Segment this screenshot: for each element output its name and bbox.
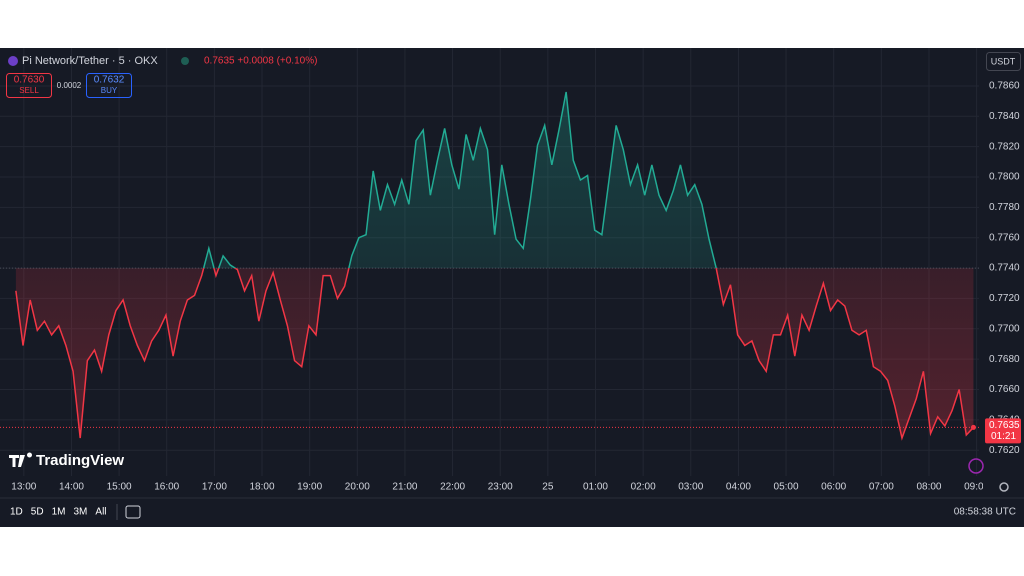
area-below xyxy=(15,268,974,439)
countdown: 01:21 xyxy=(991,431,1016,442)
last-point xyxy=(970,424,976,430)
range-button[interactable]: All xyxy=(95,507,106,518)
x-tick-label: 20:00 xyxy=(345,482,370,493)
spread: 0.0002 xyxy=(57,81,82,90)
x-tick-label: 17:00 xyxy=(202,482,227,493)
y-tick-label: 0.7620 xyxy=(989,445,1020,456)
sell-price: 0.7630 xyxy=(14,75,45,86)
market-status xyxy=(181,57,189,65)
sell-button[interactable] xyxy=(6,73,52,98)
y-tick-label: 0.7680 xyxy=(989,354,1020,365)
x-tick-label: 05:00 xyxy=(774,482,799,493)
y-tick-label: 0.7760 xyxy=(989,232,1020,243)
x-tick-label: 04:00 xyxy=(726,482,751,493)
logo: TradingView xyxy=(36,452,124,469)
y-tick-label: 0.7700 xyxy=(989,323,1020,334)
x-tick-label: 03:00 xyxy=(678,482,703,493)
x-tick-label: 09:00 xyxy=(964,482,989,493)
quote: 0.7635 +0.0008 (+0.10%) xyxy=(204,56,317,67)
symbol-icon xyxy=(8,56,18,66)
range-button[interactable]: 3M xyxy=(74,507,88,518)
range-button[interactable]: 1M xyxy=(52,507,66,518)
x-tick-label: 19:00 xyxy=(297,482,322,493)
x-tick-label: 22:00 xyxy=(440,482,465,493)
y-tick-label: 0.7820 xyxy=(989,141,1020,152)
buy-label: BUY xyxy=(101,86,118,95)
line-below xyxy=(15,268,974,441)
x-tick-label: 18:00 xyxy=(250,482,275,493)
y-tick-label: 0.7720 xyxy=(989,293,1020,304)
x-tick-label: 08:00 xyxy=(916,482,941,493)
currency: USDT xyxy=(991,56,1016,66)
y-tick-label: 0.7860 xyxy=(989,81,1020,92)
range-button[interactable]: 1D xyxy=(10,507,23,518)
y-tick-label: 0.7840 xyxy=(989,111,1020,122)
alert-icon[interactable] xyxy=(968,458,984,474)
clock: 08:58:38 UTC xyxy=(954,507,1016,518)
x-tick-label: 06:00 xyxy=(821,482,846,493)
y-tick-label: 0.7800 xyxy=(989,172,1020,183)
buy-button[interactable] xyxy=(86,73,132,98)
last-price-label: 0.7635 xyxy=(989,420,1020,431)
x-tick-label: 15:00 xyxy=(107,482,132,493)
currency-button[interactable] xyxy=(986,52,1021,71)
x-tick-label: 16:00 xyxy=(154,482,179,493)
buy-price: 0.7632 xyxy=(94,75,125,86)
time-axis: 13:00 14:00 15:00 16:00 17:00 18:00 19:00 20:00… xyxy=(11,482,989,493)
settings-icon[interactable] xyxy=(999,482,1009,492)
sell-label: SELL xyxy=(19,86,39,95)
x-tick-label: 07:00 xyxy=(869,482,894,493)
range-button[interactable]: 5D xyxy=(31,507,44,518)
y-tick-label: 0.7780 xyxy=(989,202,1020,213)
y-tick-label: 0.7660 xyxy=(989,384,1020,395)
logo-mark xyxy=(9,452,32,467)
line-above xyxy=(202,91,717,269)
symbol-title: Pi Network/Tether · 5 · OKX xyxy=(22,55,158,67)
x-tick-label: 21:00 xyxy=(392,482,417,493)
x-tick-label: 01:00 xyxy=(583,482,608,493)
x-tick-label: 23:00 xyxy=(488,482,513,493)
x-tick-label: 02:00 xyxy=(631,482,656,493)
last-price-badge xyxy=(985,418,1021,444)
x-tick-label: 25 xyxy=(542,482,554,493)
x-tick-label: 13:00 xyxy=(11,482,36,493)
area-above xyxy=(203,92,717,269)
date-range-icon[interactable] xyxy=(125,505,141,519)
x-tick-label: 14:00 xyxy=(59,482,84,493)
y-tick-label: 0.7740 xyxy=(989,263,1020,274)
